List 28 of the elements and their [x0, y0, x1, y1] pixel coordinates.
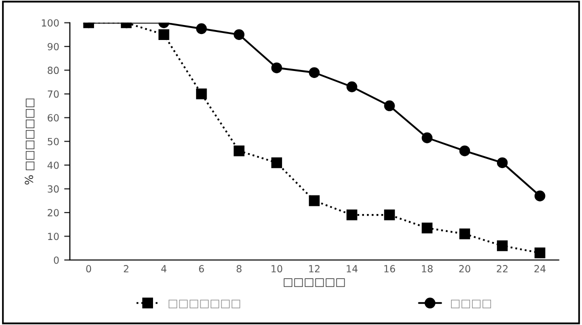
x-tick-label: 4: [161, 265, 166, 272]
y-tick-label: 80: [48, 66, 59, 74]
x-tick-label: 22: [496, 265, 508, 272]
x-tick-label: 2: [124, 265, 128, 272]
x-tick-label: 16: [384, 265, 396, 272]
x-tick-label: 14: [346, 265, 358, 272]
legend-label: □□□□□□□: [168, 300, 240, 308]
x-tick-label: 20: [459, 265, 470, 272]
x-tick-label: 0: [86, 265, 92, 272]
x-tick-label: 18: [422, 265, 433, 272]
x-tick-label: 24: [534, 265, 546, 272]
x-axis-title: □□□□□□: [284, 278, 345, 287]
y-tick-label: 60: [48, 114, 59, 122]
x-tick-label: 10: [272, 265, 282, 272]
y-tick-label: 90: [48, 42, 59, 50]
legend-label: □□□□: [451, 300, 492, 308]
y-tick-label: 10: [48, 232, 59, 240]
y-tick-label: 30: [48, 185, 59, 193]
y-tick-label: 70: [48, 90, 59, 98]
y-tick-label: 20: [48, 209, 59, 216]
y-tick-label: 50: [48, 138, 59, 146]
y-tick-label: 40: [48, 162, 59, 169]
x-tick-label: 12: [309, 265, 320, 272]
y-tick-label: 100: [42, 19, 59, 27]
x-tick-label: 8: [236, 265, 242, 272]
y-tick-label: 0: [54, 256, 59, 264]
y-axis-title: % □□□□□□□: [24, 98, 34, 185]
x-tick-label: 6: [199, 265, 204, 272]
